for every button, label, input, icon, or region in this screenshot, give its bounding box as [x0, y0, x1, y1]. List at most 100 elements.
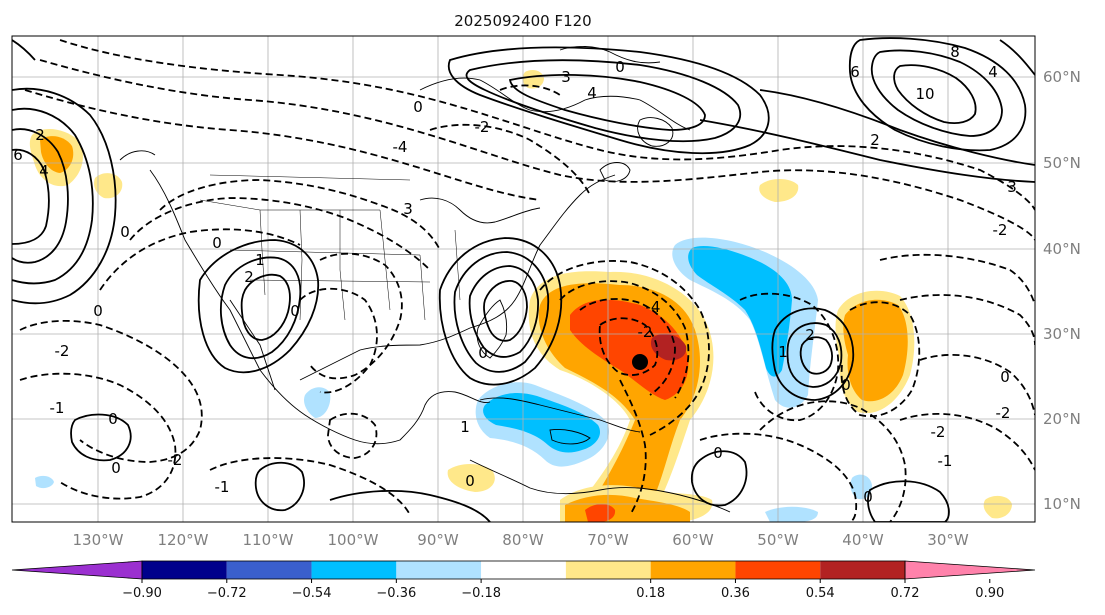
colorbar-segment [650, 561, 736, 579]
contour-label-1-gulf: 1 [460, 418, 470, 436]
lon-label: 120°W [158, 531, 209, 549]
gridlines [12, 36, 1035, 522]
coastlines [119, 46, 731, 513]
colorbar: −0.90 −0.72 −0.54 −0.36 −0.18 0.18 0.36 0.54 0.7… [11, 560, 1036, 601]
shade-orange-pacific-nw [40, 136, 74, 173]
colorbar-segment [565, 561, 651, 579]
lon-label: 130°W [73, 531, 124, 549]
contour-label-6-pacific-nw: 6 [13, 146, 23, 164]
contour-label-1-west: 1 [255, 251, 265, 269]
contour-label-3-east: 3 [1007, 178, 1017, 196]
contour-label-0-southeast: 0 [863, 488, 873, 506]
colorbar-tick-label: −0.36 [376, 586, 416, 601]
map-title: 2025092400 F120 [454, 12, 591, 30]
lon-label: 40°W [842, 531, 884, 549]
contour-label-0-atlantic: 0 [841, 376, 851, 394]
colorbar-tick-label: −0.54 [292, 586, 332, 601]
storm-center-marker [632, 354, 648, 370]
lat-label: 30°N [1043, 325, 1081, 343]
colorbar-tick-label: −0.90 [122, 586, 162, 601]
contour-label-6: 6 [850, 63, 860, 81]
shade-blue-atlantic [688, 245, 792, 377]
contour-label-neg3: -4 [646, 298, 661, 316]
shade-darkred-bermuda [650, 333, 687, 361]
contours-negative [19, 39, 1035, 522]
lon-label: 110°W [243, 531, 294, 549]
contour-label-0-caribbean: 0 [465, 472, 475, 490]
contour-label-0-pacific-s2: 0 [111, 459, 121, 477]
colorbar-segment [311, 561, 397, 579]
contour-labels: 10 8 6 4 3 -4 -2 2 1 0 0 0 0 -2 -1 0 0 -… [13, 43, 1017, 506]
lon-label: 30°W [927, 531, 969, 549]
shade-yellow-caribbean-south [447, 464, 495, 492]
contour-label-2-west: 2 [244, 268, 254, 286]
colorbar-segment [820, 561, 905, 579]
contour-label-4-ne: 4 [988, 63, 998, 81]
contour-label-neg4: -4 [393, 138, 408, 156]
contour-label-neg1-pacific: -1 [50, 399, 65, 417]
colorbar-tick-label: 0.18 [636, 586, 665, 601]
lat-label: 40°N [1043, 240, 1081, 258]
contour-label-neg2-bermuda: -2 [638, 323, 653, 341]
colorbar-tick-label: 0.90 [975, 586, 1004, 601]
shade-lightblue-pacific-s [35, 475, 54, 489]
contour-label-neg2-far-east: -2 [996, 404, 1011, 422]
colorbar-tick-label: −0.18 [461, 586, 501, 601]
map-panel: 10 8 6 4 3 -4 -2 2 1 0 0 0 0 -2 -1 0 0 -… [11, 35, 1036, 523]
contour-label-neg2-mexico: -2 [168, 451, 183, 469]
contour-label-0-north: 0 [615, 58, 625, 76]
contour-label-0-texas: 0 [290, 302, 300, 320]
lat-label: 60°N [1043, 68, 1081, 86]
contour-label-neg2-pacific: -2 [55, 342, 70, 360]
shaded-anomaly [29, 70, 1012, 522]
shade-lightblue-mexico [304, 387, 331, 418]
contour-label-2-ne: 2 [870, 131, 880, 149]
lon-label: 60°W [672, 531, 714, 549]
contour-label-neg3-canada: 3 [403, 200, 413, 218]
colorbar-segment [226, 561, 312, 579]
shade-red-southamerica [585, 504, 616, 522]
contour-label-0-pacific-2: 0 [93, 302, 103, 320]
colorbar-segment [396, 561, 482, 579]
contour-label-2-atlantic: 2 [805, 326, 815, 344]
shade-lightblue-east [850, 474, 872, 500]
shade-orange-atlantic [843, 299, 908, 402]
shade-red-bermuda [570, 299, 689, 400]
contour-label-neg2-east: -2 [931, 423, 946, 441]
lat-label: 50°N [1043, 154, 1081, 172]
lon-label: 80°W [502, 531, 544, 549]
shade-yellow-labrador [759, 179, 799, 202]
colorbar-tick-label: −0.72 [207, 586, 247, 601]
colorbar-tick-label: 0.36 [721, 586, 750, 601]
contour-label-neg1-mexico: -1 [215, 478, 230, 496]
latitude-labels: 60°N 50°N 40°N 30°N 20°N 10°N [1043, 68, 1081, 513]
shade-blue-caribbean [483, 393, 601, 453]
shade-yellow-east [983, 495, 1012, 519]
contour-label-0-florida: 0 [478, 344, 488, 362]
contour-label-0-east: 0 [713, 444, 723, 462]
colorbar-tick-label: 0.72 [891, 586, 920, 601]
contour-label-4-pacific-nw: 4 [39, 162, 49, 180]
contour-label-2-pacific-nw: 2 [35, 126, 45, 144]
colorbar-extend-min [11, 560, 143, 580]
contour-label-10: 10 [915, 85, 934, 103]
colorbar-outline [141, 560, 906, 580]
colorbar-tick-label: 0.54 [806, 586, 835, 601]
contour-label-0-west: 0 [212, 234, 222, 252]
contour-label-1-atlantic: 1 [778, 343, 788, 361]
lon-label: 50°W [757, 531, 799, 549]
shade-yellow-hudson [522, 70, 544, 89]
colorbar-segment [142, 561, 227, 579]
contour-label-neg1-east: -1 [938, 452, 953, 470]
contour-label-0-far-east: 0 [1000, 368, 1010, 386]
lon-label: 70°W [587, 531, 629, 549]
lon-label: 100°W [328, 531, 379, 549]
contour-label-neg2-ne: -2 [993, 221, 1008, 239]
contour-label-0-canada: 0 [413, 98, 423, 116]
contour-label-3-north: 3 [561, 68, 571, 86]
contour-label-0-pacific: 0 [120, 223, 130, 241]
lon-label: 90°W [417, 531, 459, 549]
colorbar-segment [481, 561, 566, 579]
lat-label: 20°N [1043, 410, 1081, 428]
